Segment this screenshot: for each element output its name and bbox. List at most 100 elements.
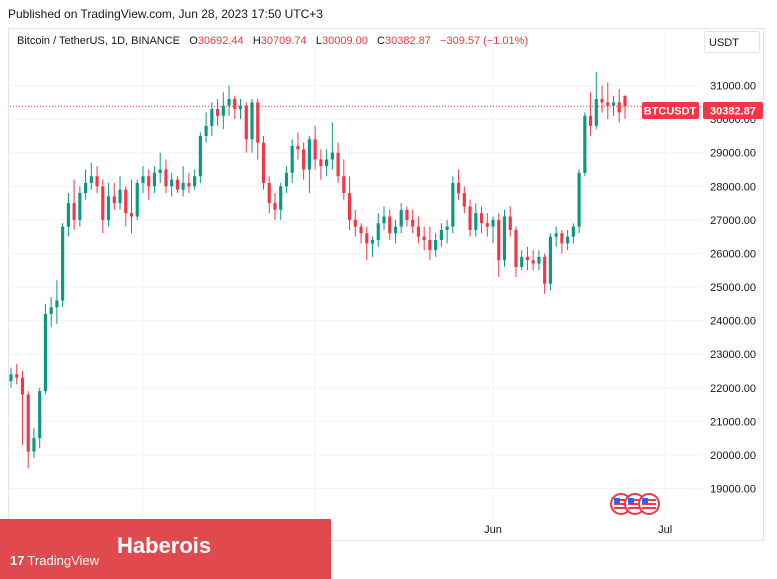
candle[interactable] — [330, 122, 334, 170]
candle[interactable] — [296, 132, 300, 160]
candle[interactable] — [353, 209, 357, 237]
candle[interactable] — [543, 253, 547, 294]
candle[interactable] — [422, 226, 426, 251]
candle[interactable] — [244, 102, 248, 153]
candle[interactable] — [520, 250, 524, 271]
candle[interactable] — [479, 206, 484, 234]
candle[interactable] — [485, 213, 489, 237]
candle[interactable] — [594, 72, 598, 130]
candle[interactable] — [302, 142, 306, 180]
currency-button[interactable]: USDT — [704, 31, 760, 53]
candle[interactable] — [405, 206, 409, 227]
candle[interactable] — [462, 186, 466, 214]
candle[interactable] — [66, 193, 70, 237]
candle[interactable] — [49, 297, 53, 328]
candle[interactable] — [508, 206, 512, 237]
candle[interactable] — [583, 112, 587, 177]
candle[interactable] — [112, 182, 116, 210]
candle[interactable] — [284, 166, 289, 194]
tradingview-attribution[interactable]: 17 TradingView — [10, 553, 99, 568]
candle[interactable] — [170, 172, 174, 197]
candle[interactable] — [514, 226, 518, 277]
event-flags[interactable] — [609, 492, 661, 516]
candle[interactable] — [118, 176, 122, 210]
candle[interactable] — [537, 250, 541, 271]
candle[interactable] — [43, 303, 48, 395]
candle[interactable] — [451, 176, 455, 234]
candle[interactable] — [141, 166, 145, 194]
candle[interactable] — [411, 209, 415, 234]
candle[interactable] — [216, 99, 220, 126]
candle[interactable] — [227, 85, 231, 116]
candle[interactable] — [256, 99, 260, 160]
candle[interactable] — [428, 226, 432, 261]
candle[interactable] — [566, 229, 570, 251]
candle[interactable] — [9, 367, 13, 388]
candle[interactable] — [250, 99, 254, 153]
candle[interactable] — [388, 209, 392, 241]
candle[interactable] — [560, 229, 564, 254]
candle[interactable] — [273, 193, 277, 220]
candle[interactable] — [95, 166, 99, 194]
candle[interactable] — [84, 169, 88, 200]
candle[interactable] — [89, 162, 93, 190]
candle[interactable] — [617, 88, 621, 123]
candle[interactable] — [439, 223, 443, 247]
candle[interactable] — [38, 387, 42, 449]
candle[interactable] — [20, 370, 25, 445]
candle[interactable] — [342, 159, 346, 200]
candle[interactable] — [32, 428, 36, 459]
candle[interactable] — [399, 203, 403, 234]
candle[interactable] — [611, 95, 616, 116]
candle[interactable] — [164, 159, 168, 194]
candle[interactable] — [502, 209, 507, 267]
candle[interactable] — [135, 179, 139, 220]
candle[interactable] — [26, 391, 30, 469]
candle[interactable] — [72, 179, 76, 230]
candle[interactable] — [434, 233, 438, 257]
candle[interactable] — [101, 179, 105, 234]
candle[interactable] — [124, 186, 128, 227]
candle[interactable] — [313, 125, 317, 170]
candle[interactable] — [525, 246, 530, 271]
candle[interactable] — [474, 203, 478, 237]
candle[interactable] — [290, 139, 294, 183]
candle[interactable] — [376, 213, 380, 247]
candle[interactable] — [319, 149, 323, 180]
candle[interactable] — [623, 95, 627, 119]
candle[interactable] — [365, 226, 369, 261]
candle[interactable] — [600, 85, 604, 113]
candle[interactable] — [187, 172, 191, 194]
candle[interactable] — [497, 213, 501, 277]
candle[interactable] — [393, 219, 398, 244]
candle[interactable] — [198, 132, 202, 183]
candle[interactable] — [78, 186, 82, 227]
candle[interactable] — [15, 364, 19, 385]
candle[interactable] — [147, 169, 151, 200]
candle[interactable] — [238, 99, 243, 120]
candle[interactable] — [193, 169, 197, 190]
candle[interactable] — [336, 142, 340, 183]
candle[interactable] — [588, 92, 593, 136]
us-flag-icon[interactable] — [638, 493, 660, 515]
candle[interactable] — [210, 102, 214, 136]
candle[interactable] — [61, 223, 65, 308]
candle[interactable] — [221, 92, 225, 130]
candle[interactable] — [158, 152, 162, 183]
candle[interactable] — [554, 226, 558, 247]
candle[interactable] — [325, 149, 329, 177]
candle[interactable] — [347, 176, 352, 230]
candle[interactable] — [382, 206, 386, 230]
candle[interactable] — [279, 182, 283, 220]
symbol-name[interactable]: Bitcoin / TetherUS, 1D, BINANCE — [17, 35, 181, 47]
candle[interactable] — [548, 233, 552, 291]
candle[interactable] — [468, 199, 472, 237]
candle[interactable] — [307, 135, 311, 194]
candle[interactable] — [577, 169, 581, 234]
candle[interactable] — [571, 223, 575, 244]
candle[interactable] — [152, 166, 157, 194]
candle[interactable] — [445, 219, 449, 244]
candle[interactable] — [491, 216, 495, 244]
candle[interactable] — [175, 176, 179, 194]
